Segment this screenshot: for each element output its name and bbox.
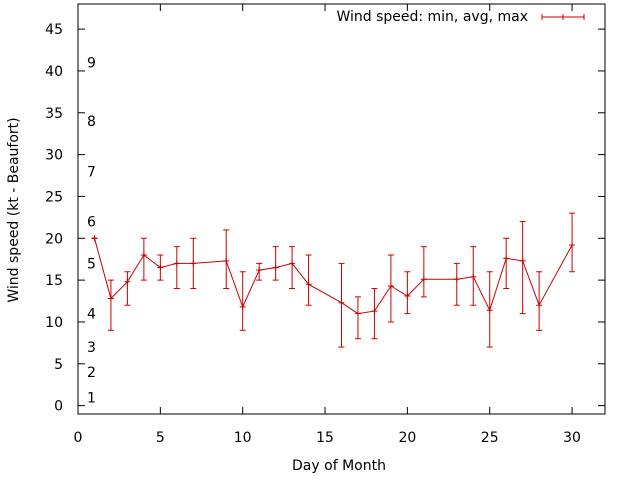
data-point	[486, 307, 493, 314]
data-point	[338, 299, 345, 306]
x-tick-label: 30	[563, 430, 581, 446]
data-point	[503, 255, 510, 262]
y-tick-label: 5	[54, 357, 63, 373]
beaufort-label: 2	[87, 365, 96, 381]
data-point	[140, 252, 147, 259]
legend-sample	[541, 14, 585, 20]
data-point	[420, 276, 427, 283]
data-point	[305, 281, 312, 288]
beaufort-labels: 1 2 3 4 5 6 7 8 9	[87, 56, 96, 407]
beaufort-label: 9	[87, 56, 96, 72]
data-point	[354, 310, 361, 317]
beaufort-label: 5	[87, 256, 96, 272]
x-axis-title: Day of Month	[292, 458, 386, 474]
x-ticks: 0 5 10 15 20 25 30	[74, 4, 581, 446]
y-tick-label: 10	[45, 315, 63, 331]
y-tick-label: 35	[45, 106, 63, 122]
x-tick-label: 10	[234, 430, 252, 446]
y-tick-label: 30	[45, 148, 63, 164]
beaufort-label: 6	[87, 215, 96, 231]
legend-label: Wind speed: min, avg, max	[336, 9, 528, 25]
data-point	[272, 264, 279, 271]
x-tick-label: 15	[316, 430, 334, 446]
data-point	[256, 267, 263, 274]
data-point	[536, 302, 543, 309]
data-point	[371, 308, 378, 315]
beaufort-label: 7	[87, 164, 96, 180]
x-tick-label: 25	[481, 430, 499, 446]
plot-frame	[77, 3, 606, 415]
series-layer	[91, 212, 576, 348]
x-tick-label: 20	[398, 430, 416, 446]
data-point	[157, 264, 164, 271]
series-line	[94, 238, 573, 315]
beaufort-label: 8	[87, 114, 96, 130]
y-tick-label: 45	[45, 22, 63, 38]
x-tick-label: 5	[156, 430, 165, 446]
x-tick-label: 0	[74, 430, 83, 446]
data-point	[91, 235, 98, 242]
data-point	[173, 260, 180, 267]
beaufort-label: 4	[87, 307, 96, 323]
data-point	[107, 295, 114, 302]
y-tick-label: 20	[45, 231, 63, 247]
y-axis-title: Wind speed (kt - Beaufort)	[6, 117, 22, 302]
data-point	[289, 260, 296, 267]
y-tick-label: 40	[45, 64, 63, 80]
data-point	[124, 278, 131, 285]
data-point	[239, 303, 246, 310]
beaufort-label: 1	[87, 390, 96, 406]
data-point	[190, 260, 197, 267]
data-point	[453, 276, 460, 283]
data-point	[569, 241, 576, 248]
data-point	[223, 257, 230, 264]
data-point	[470, 273, 477, 280]
data-point	[387, 282, 394, 289]
y-tick-label: 15	[45, 273, 63, 289]
beaufort-label: 3	[87, 340, 96, 356]
legend: Wind speed: min, avg, max	[336, 9, 585, 25]
data-point	[519, 257, 526, 264]
y-tick-label: 0	[54, 399, 63, 415]
data-point	[404, 293, 411, 300]
y-tick-label: 25	[45, 189, 63, 205]
